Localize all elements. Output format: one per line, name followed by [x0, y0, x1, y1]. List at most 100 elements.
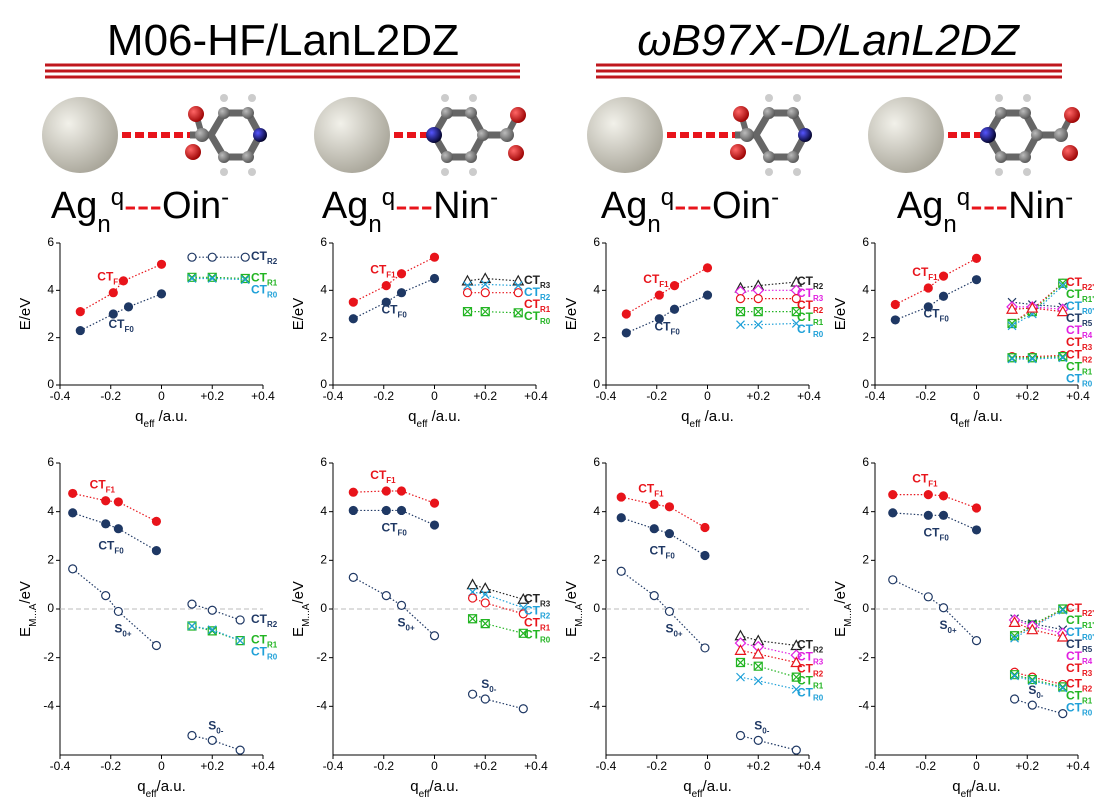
point: [669, 304, 680, 314]
text-part: ---: [970, 185, 1008, 227]
text-part: E: [17, 627, 34, 637]
series-label: CTF0: [382, 303, 408, 319]
text-part: eff: [146, 789, 157, 800]
point: [113, 497, 123, 507]
x-tick-label: -0.2: [373, 389, 394, 403]
point: [396, 269, 407, 279]
point: [735, 294, 746, 304]
x-tick-label: 0: [431, 759, 438, 773]
series-label: CTR3: [1066, 661, 1093, 677]
text-part: S: [208, 719, 216, 733]
point: [513, 281, 523, 291]
text-part: CT: [1066, 649, 1083, 663]
text-part: S: [940, 618, 948, 632]
text-part: CT: [524, 285, 541, 299]
point: [480, 307, 490, 317]
point: [1058, 709, 1068, 719]
text-part: F1: [928, 479, 938, 488]
fit-line: [892, 494, 977, 509]
series-label: CTR0': [1066, 625, 1094, 641]
text-part: M...A: [843, 603, 854, 627]
text-part: CT: [251, 249, 268, 263]
point: [923, 510, 933, 520]
point: [753, 320, 763, 330]
text-part: F1: [386, 476, 396, 485]
y-tick-label: 2: [862, 553, 869, 567]
text-part: R0': [1082, 307, 1094, 316]
fit-line: [740, 642, 797, 656]
series-label: CTR2: [797, 638, 824, 654]
point: [187, 272, 197, 282]
point: [462, 288, 473, 298]
text-part: CT: [1066, 661, 1083, 675]
point: [1007, 318, 1017, 329]
y-tick-label: 4: [320, 283, 327, 297]
text-part: Ag: [897, 185, 943, 227]
series-label: CTR3: [797, 650, 824, 666]
text-part: E/eV: [290, 298, 307, 331]
series-label: CTR0: [524, 309, 551, 325]
fit-line: [472, 591, 524, 609]
text-part: q: [410, 778, 418, 795]
text-part: R2: [1082, 355, 1093, 364]
series-label: S0+: [114, 622, 131, 638]
text-part: R1: [1082, 367, 1093, 376]
point: [1027, 353, 1037, 363]
y-tick-label: 4: [862, 504, 869, 518]
text-part: F1: [386, 270, 396, 279]
x-tick-label: +0.4: [251, 759, 275, 773]
point: [616, 566, 626, 576]
text-part: q: [681, 408, 689, 425]
fit-line: [740, 661, 797, 678]
y-tick-label: 2: [862, 330, 869, 344]
molecule-label: Agnq---Oin-: [601, 184, 779, 238]
text-part: CT: [97, 270, 114, 284]
text-part: CT: [1066, 701, 1083, 715]
text-part: F1: [659, 280, 669, 289]
fit-line: [72, 492, 157, 522]
point: [669, 281, 680, 291]
text-part: q: [950, 408, 958, 425]
point: [462, 307, 473, 317]
series-label: CTR2: [797, 662, 824, 678]
point: [396, 486, 407, 496]
series-label: CTF0: [649, 544, 675, 560]
series-label: CTF1: [90, 478, 116, 494]
text-part: q: [137, 778, 145, 795]
text-part: CT: [1066, 613, 1083, 627]
point: [1027, 676, 1037, 686]
y-tick-label: -2: [858, 650, 869, 664]
text-part: CT: [924, 306, 941, 320]
y-axis-label: EM...A/eV: [832, 581, 854, 637]
series-label: CTR1: [1066, 689, 1093, 705]
point: [1010, 633, 1019, 643]
text-part: CT: [638, 482, 655, 496]
series-label: CTR1: [797, 310, 824, 326]
point: [113, 524, 123, 534]
point: [616, 492, 626, 502]
y-tick-label: -2: [316, 650, 327, 664]
point: [938, 271, 949, 281]
point: [156, 289, 167, 299]
x-tick-label: +0.4: [524, 759, 548, 773]
text-part: CT: [912, 472, 929, 486]
text-part: S: [665, 622, 673, 636]
text-part: R2: [813, 645, 824, 654]
point: [207, 272, 217, 282]
point: [235, 636, 245, 646]
point: [1026, 301, 1039, 313]
text-part: Nin: [433, 185, 490, 227]
text-part: R1: [1082, 696, 1093, 705]
x-tick-label: 0: [158, 389, 165, 403]
point: [187, 599, 197, 609]
fit-line: [740, 676, 797, 690]
text-part: R0: [1082, 379, 1093, 388]
text-part: R0: [813, 693, 824, 702]
text-part: 0+: [406, 623, 415, 632]
point: [240, 273, 250, 284]
point: [480, 598, 490, 608]
x-axis-label: qeff/a.u.: [410, 778, 458, 800]
point: [396, 600, 407, 610]
series-label: CTF1: [370, 263, 396, 279]
text-part: CT: [524, 273, 541, 287]
